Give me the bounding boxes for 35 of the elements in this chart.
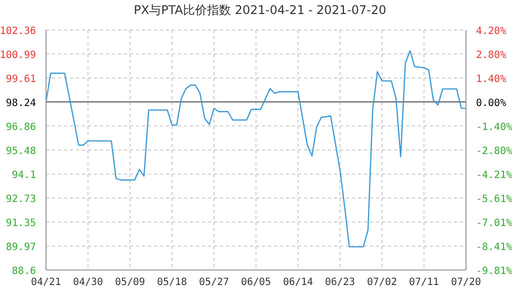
y-tick-label: 99.61 (6, 74, 36, 85)
x-tick-label: 07/02 (366, 277, 398, 288)
x-tick-label: 06/23 (324, 277, 356, 288)
y-tick-label: 102.36 (0, 26, 36, 37)
x-tick-label: 05/27 (198, 277, 230, 288)
y-tick-label: 95.48 (6, 146, 36, 157)
y-tick-label: 91.35 (6, 218, 36, 230)
y2-tick-label: -4.21% (476, 170, 512, 182)
y2-tick-label: 1.40% (476, 74, 506, 85)
x-tick-label: 07/11 (408, 277, 440, 288)
y-tick-label: 98.24 (6, 98, 36, 109)
y2-tick-label: -2.80% (476, 146, 512, 157)
y2-tick-label: -8.41% (476, 242, 512, 254)
y2-tick-label: 2.80% (476, 50, 506, 61)
y2-tick-label: -9.81% (476, 266, 512, 277)
y-tick-label: 89.97 (6, 242, 36, 254)
y-tick-label: 92.73 (6, 194, 36, 205)
y-tick-label: 96.86 (6, 122, 36, 133)
x-tick-label: 05/18 (156, 277, 188, 288)
x-tick-label: 07/20 (450, 277, 482, 288)
y-tick-label: 88.6 (12, 266, 36, 277)
y-tick-label: 94.1 (12, 170, 36, 182)
y2-tick-label: 0.00% (476, 98, 506, 109)
x-tick-label: 06/05 (240, 277, 272, 288)
y2-tick-label: -5.61% (476, 194, 512, 206)
y2-tick-label: 4.20% (476, 26, 506, 37)
y-tick-label: 100.99 (0, 50, 36, 61)
y2-tick-label: -7.01% (476, 218, 512, 230)
x-tick-label: 04/30 (72, 277, 104, 288)
x-tick-label: 05/09 (114, 277, 146, 288)
line-series (46, 50, 466, 248)
x-tick-label: 04/21 (30, 277, 62, 288)
chart-title: PX与PTA比价指数 2021-04-21 - 2021-07-20 (132, 2, 388, 19)
y2-tick-label: -1.40% (476, 122, 512, 133)
x-tick-label: 06/14 (282, 277, 314, 288)
